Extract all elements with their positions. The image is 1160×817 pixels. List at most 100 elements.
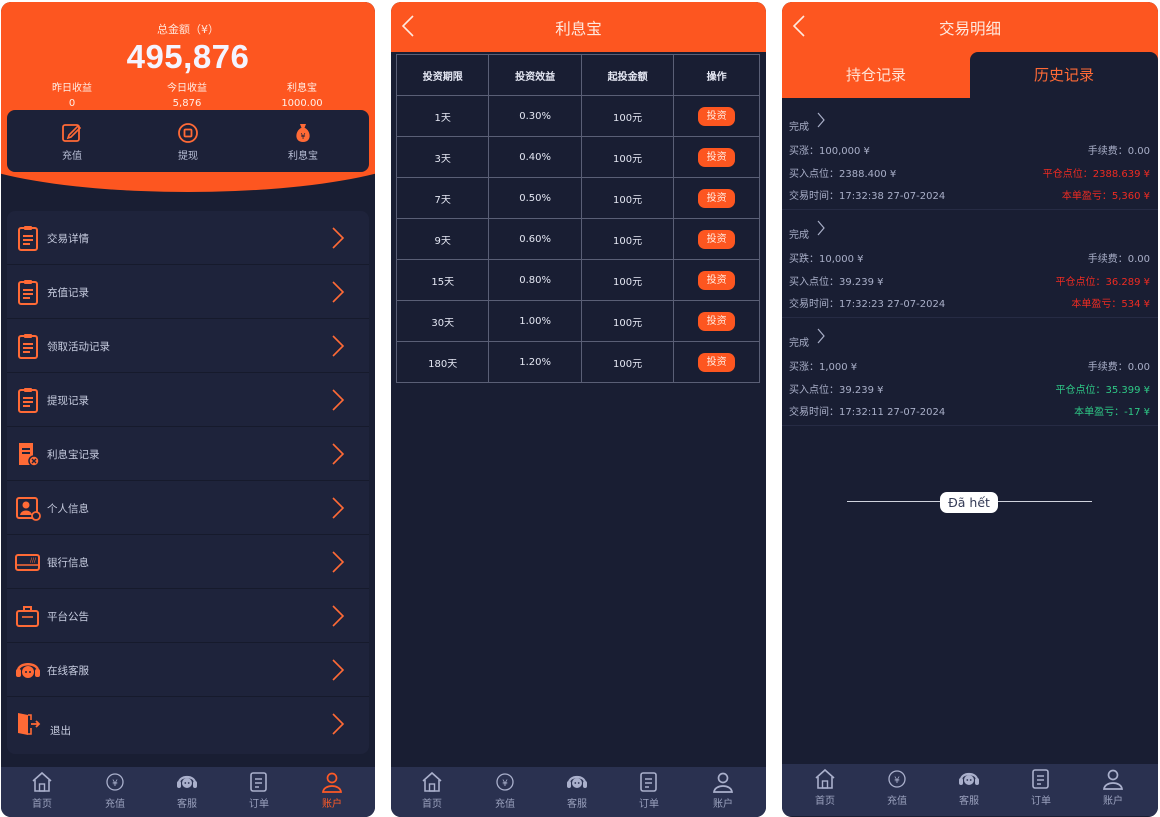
withdraw-icon [178,123,198,143]
edit-icon [62,124,82,142]
interest-rate-table: 投资期限 投资效益 起投金额 操作 1天 0.30% 100元 投资 3天 0.… [395,54,760,383]
menu-label: 退出 [50,725,71,737]
stat-label: 利息宝 [287,83,317,94]
menu-item-personal-info[interactable]: 个人信息 [7,481,369,535]
chevron-right-icon [332,335,345,357]
tab-recharge[interactable]: ¥ 充值 [475,771,535,810]
invest-button[interactable]: 投资 [698,229,736,249]
menu-label: 提现记录 [47,395,89,407]
svg-text:///: /// [30,557,37,564]
stat-value: 0 [68,98,76,109]
record-buy-price: 买入点位：39.239 ¥ [789,385,884,396]
table-row: 7天 0.50% 100元 投资 [395,177,760,219]
menu-item-announcements[interactable]: 平台公告 [7,589,369,643]
min-amount-cell: 100元 [580,300,675,342]
back-icon[interactable] [792,14,806,38]
record-close-price: 平仓点位：2388.639 ¥ [1042,169,1150,180]
menu-item-trade-details[interactable]: 交易详情 [7,211,369,265]
yen-coin-icon: ¥ [888,770,906,788]
tab-history-records[interactable]: 历史记录 [970,52,1158,98]
menu-item-bank-info[interactable]: /// 银行信息 [7,535,369,589]
tab-account[interactable]: 账户 [302,771,362,810]
invest-button[interactable]: 投资 [698,311,736,331]
bottom-tab-bar: 首页 ¥ 充值 客服 订单 账户 [1,767,375,817]
tab-support[interactable]: 客服 [939,768,999,807]
svg-text:¥: ¥ [112,779,118,789]
rate-cell: 0.40% [488,136,582,178]
invest-button[interactable]: 投资 [698,270,736,290]
menu-label: 利息宝记录 [47,449,100,461]
record-fee: 手续费：0.00 [1087,146,1150,157]
menu-item-logout[interactable]: 退出 [7,697,369,751]
tab-orders[interactable]: 订单 [619,771,679,810]
stat-today: 今日收益 5,876 [132,81,242,111]
record-time: 交易时间：17:32:11 27-07-2024 [789,407,946,418]
stat-value: 1000.00 [281,98,323,109]
invest-button[interactable]: 投资 [698,147,736,167]
document-icon [250,772,267,792]
document-icon [640,772,657,792]
rate-cell: 0.80% [488,259,582,301]
trade-record[interactable]: 完成 买涨：1,000 ¥ 手续费：0.00 买入点位：39.239 ¥ 平仓点… [782,318,1158,426]
stat-label: 昨日收益 [52,83,92,94]
column-header: 操作 [673,54,760,96]
rate-cell: 0.60% [488,218,582,260]
chevron-right-icon [332,551,345,573]
chevron-right-icon [332,443,345,465]
record-pnl: 本单盈亏：5,360 ¥ [1061,191,1150,202]
tab-account[interactable]: 账户 [693,771,753,810]
table-row: 1天 0.30% 100元 投资 [395,95,760,137]
menu-item-interest-records[interactable]: 利息宝记录 [7,427,369,481]
record-close-price: 平仓点位：35.399 ¥ [1055,385,1150,396]
column-header: 起投金额 [580,54,675,96]
yen-coin-icon: ¥ [496,773,514,791]
tab-support[interactable]: 客服 [547,771,607,810]
clipboard-icon [18,226,38,251]
home-icon [422,771,442,792]
action-cell: 投资 [673,218,760,260]
tab-label: 充值 [495,799,515,810]
invest-button[interactable]: 投资 [698,188,736,208]
clipboard-icon [18,388,38,413]
menu-item-recharge-records[interactable]: 充值记录 [7,265,369,319]
tab-account[interactable]: 账户 [1083,768,1143,807]
menu-label: 个人信息 [47,503,89,515]
tab-home[interactable]: 首页 [795,768,855,807]
user-icon [322,772,342,793]
record-tabs: 持仓记录 历史记录 [782,52,1158,98]
table-row: 3天 0.40% 100元 投资 [395,136,760,178]
tab-support[interactable]: 客服 [157,771,217,810]
menu-label: 交易详情 [47,233,89,245]
chevron-right-icon [817,328,825,344]
invest-button[interactable]: 投资 [698,106,736,126]
tab-recharge[interactable]: ¥ 充值 [867,768,927,807]
chevron-right-icon [332,497,345,519]
document-icon [1032,769,1049,789]
tab-orders[interactable]: 订单 [1011,768,1071,807]
tab-label: 首页 [422,799,442,810]
menu-item-activity-records[interactable]: 领取活动记录 [7,319,369,373]
interest-treasure-button[interactable]: ¥ 利息宝 [263,122,343,162]
account-screen: 总金额（¥） 495,876 昨日收益 0 今日收益 5,876 利息宝 100… [1,2,375,817]
clipboard-icon [18,334,38,359]
stat-yesterday: 昨日收益 0 [17,81,127,111]
tab-recharge[interactable]: ¥ 充值 [85,771,145,810]
menu-item-online-support[interactable]: 在线客服 [7,643,369,697]
tab-home[interactable]: 首页 [402,771,462,810]
tab-home[interactable]: 首页 [12,771,72,810]
tab-orders[interactable]: 订单 [229,771,289,810]
invest-button[interactable]: 投资 [698,352,736,372]
term-cell: 9天 [395,218,490,260]
chevron-right-icon [332,281,345,303]
recharge-button[interactable]: 充值 [32,122,112,162]
withdraw-button[interactable]: 提现 [148,122,228,162]
back-icon[interactable] [401,14,415,38]
tab-label: 订单 [1031,796,1051,807]
menu-item-withdraw-records[interactable]: 提现记录 [7,373,369,427]
trade-record[interactable]: 完成 买涨：100,000 ¥ 手续费：0.00 买入点位：2388.400 ¥… [782,102,1158,210]
tab-holding-records[interactable]: 持仓记录 [782,52,970,98]
user-icon [713,772,733,793]
trade-record[interactable]: 完成 买跌：10,000 ¥ 手续费：0.00 买入点位：39.239 ¥ 平仓… [782,210,1158,318]
record-buy-price: 买入点位：39.239 ¥ [789,277,884,288]
svg-text:¥: ¥ [300,132,305,141]
